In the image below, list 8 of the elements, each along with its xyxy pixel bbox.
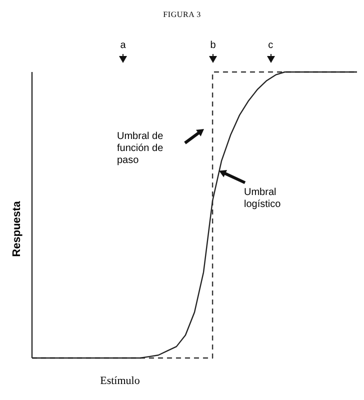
chart-title: FIGURA 3 <box>162 10 202 19</box>
annotation: Umbral de función de paso <box>117 131 164 167</box>
text: b <box>209 40 217 51</box>
y-axis-title: Respuesta <box>11 200 23 259</box>
text: c <box>267 40 274 51</box>
annotation: Umbral logístico <box>244 187 282 211</box>
text: a <box>119 40 127 51</box>
x-axis-title: Estímulo <box>99 375 141 387</box>
